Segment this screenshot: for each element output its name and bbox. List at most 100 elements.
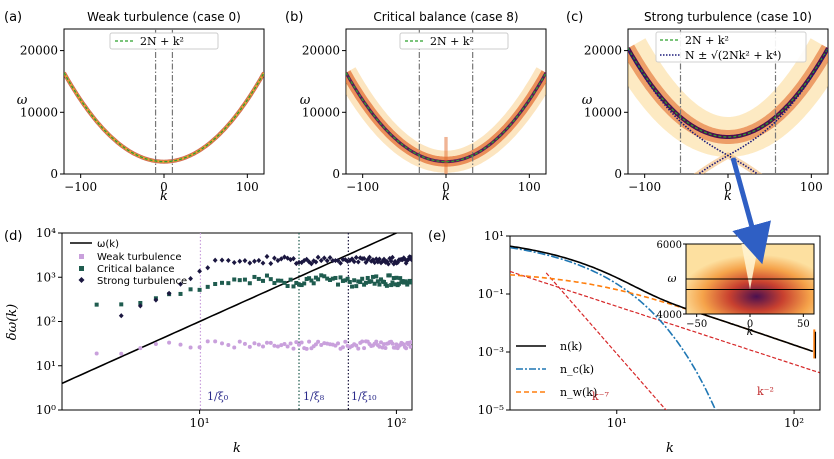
point-critical bbox=[302, 281, 307, 286]
point-critical bbox=[285, 284, 290, 289]
y-tick-label-a: 0 bbox=[50, 167, 58, 181]
point-strong bbox=[137, 303, 143, 309]
x-tick-label-c: 100 bbox=[800, 180, 823, 194]
legend-c: 2N + k² N ± √(2Nk² + k⁴) bbox=[655, 31, 807, 63]
legend-b: 2N + k² bbox=[399, 32, 509, 50]
panel-label-b: (b) bbox=[285, 10, 303, 25]
y-tick-label-d: 10⁰ bbox=[36, 403, 56, 417]
y-tick-label-d: 10¹ bbox=[36, 359, 56, 373]
point-strong bbox=[264, 253, 270, 260]
point-strong bbox=[351, 259, 357, 265]
vline-label-xi8: 1/ξ₈ bbox=[303, 390, 325, 403]
point-critical bbox=[389, 283, 394, 288]
point-critical bbox=[384, 283, 389, 288]
point-critical bbox=[311, 281, 316, 286]
point-strong bbox=[345, 258, 351, 264]
vline-label-xi10: 1/ξ₁₀ bbox=[351, 390, 377, 403]
point-strong bbox=[324, 258, 330, 264]
theory-lower-sideband bbox=[697, 154, 759, 174]
point-critical bbox=[272, 281, 277, 286]
point-critical bbox=[328, 278, 333, 283]
inset-x-label: k bbox=[747, 325, 754, 338]
point-critical bbox=[350, 284, 355, 289]
point-strong bbox=[212, 257, 218, 263]
point-critical bbox=[409, 279, 412, 284]
point-strong bbox=[335, 258, 341, 264]
point-strong bbox=[242, 258, 248, 264]
point-strong bbox=[225, 257, 231, 264]
y-tick-label-b: 0 bbox=[332, 167, 340, 181]
axes-a bbox=[63, 28, 265, 175]
legend-sidebands-c: N ± √(2Nk² + k⁴) bbox=[685, 49, 781, 62]
point-strong bbox=[197, 268, 202, 274]
point-critical bbox=[94, 302, 99, 307]
point-weak bbox=[205, 339, 210, 344]
point-weak bbox=[404, 346, 409, 351]
x-tick-label-e: 10² bbox=[784, 416, 804, 430]
point-weak bbox=[291, 346, 296, 351]
point-critical bbox=[405, 282, 410, 287]
point-critical bbox=[288, 277, 293, 282]
point-critical bbox=[322, 274, 327, 279]
y-label-a: ω bbox=[17, 93, 28, 108]
point-critical bbox=[247, 281, 252, 286]
panel-label-a: (a) bbox=[4, 10, 22, 25]
point-weak bbox=[153, 341, 158, 346]
point-critical bbox=[294, 280, 299, 285]
point-weak bbox=[256, 342, 261, 347]
point-weak bbox=[294, 340, 299, 345]
point-weak bbox=[167, 340, 172, 345]
y-tick-label-e: 10⁻⁵ bbox=[478, 403, 505, 417]
point-weak bbox=[178, 342, 183, 347]
point-strong bbox=[256, 257, 262, 264]
y-tick-label-e: 10¹ bbox=[484, 229, 504, 243]
point-critical bbox=[375, 279, 380, 284]
x-label-c: k bbox=[724, 189, 732, 204]
y-tick-label-c: 20000 bbox=[584, 44, 622, 58]
point-strong bbox=[118, 313, 124, 319]
point-critical bbox=[394, 275, 399, 280]
point-critical bbox=[242, 277, 247, 282]
point-strong bbox=[372, 259, 378, 266]
y-tick-label-c: 0 bbox=[614, 167, 622, 181]
point-weak bbox=[252, 341, 257, 346]
y-tick-label-b: 10000 bbox=[302, 105, 340, 119]
point-weak bbox=[408, 344, 412, 349]
point-strong bbox=[377, 256, 382, 262]
point-weak bbox=[319, 342, 324, 347]
point-strong bbox=[237, 258, 243, 264]
heat-center-spike bbox=[444, 136, 448, 174]
point-strong bbox=[252, 258, 257, 264]
point-critical bbox=[319, 273, 324, 278]
panel-e: 10¹ 10² 10⁻⁵ 10⁻³ 10⁻¹ 10¹ k⁻⁷ k⁻² n(k) n_c(k… bbox=[478, 229, 821, 456]
x-label-d: k bbox=[233, 441, 241, 456]
legend-marker-critical bbox=[79, 266, 84, 271]
point-strong bbox=[333, 257, 338, 264]
point-critical bbox=[347, 279, 352, 284]
panel-label-e: (e) bbox=[428, 229, 446, 244]
panel-label-c: (c) bbox=[566, 10, 583, 25]
legend-nw: n_w(k) bbox=[560, 386, 597, 399]
point-weak bbox=[380, 345, 385, 350]
point-critical bbox=[336, 282, 341, 287]
point-critical bbox=[378, 277, 383, 282]
point-strong bbox=[347, 257, 353, 264]
point-strong bbox=[380, 258, 385, 265]
point-critical bbox=[178, 291, 183, 296]
point-critical bbox=[396, 281, 401, 286]
point-critical bbox=[309, 278, 314, 283]
point-critical bbox=[360, 276, 365, 281]
x-tick-label-d: 10² bbox=[386, 416, 406, 430]
heat-core bbox=[628, 47, 828, 139]
point-weak bbox=[356, 346, 361, 351]
point-weak bbox=[268, 340, 273, 345]
series-n bbox=[510, 245, 814, 353]
point-weak bbox=[285, 344, 290, 349]
point-critical bbox=[138, 300, 143, 305]
point-critical bbox=[382, 279, 387, 284]
legend-dispersion-c: 2N + k² bbox=[685, 34, 729, 47]
vline-label-xi0: 1/ξ₀ bbox=[207, 390, 229, 403]
point-critical bbox=[307, 276, 312, 281]
point-strong bbox=[291, 255, 296, 262]
point-strong bbox=[321, 255, 327, 261]
